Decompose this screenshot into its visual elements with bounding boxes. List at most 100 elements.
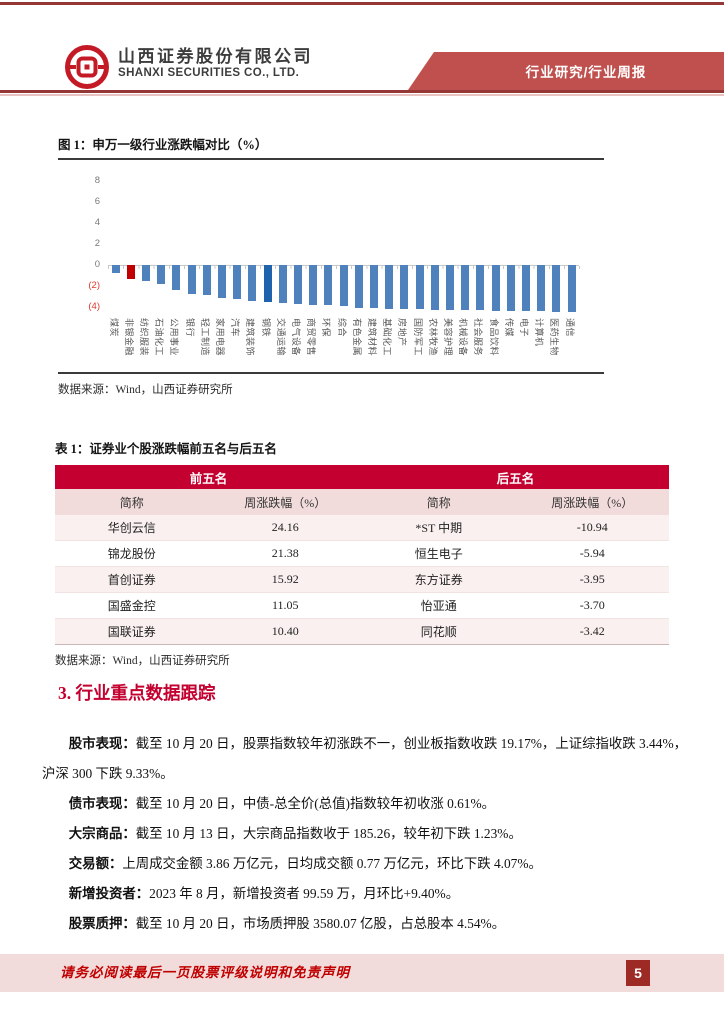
bar-29: [552, 265, 561, 312]
company-name-block: 山西证券股份有限公司 SHANXI SECURITIES CO., LTD.: [118, 47, 313, 80]
y-axis-tick-label: 2: [94, 238, 100, 249]
cell-name: *ST 中期: [362, 515, 516, 541]
x-label-11: 交通运输: [275, 318, 286, 357]
table-row: 首创证券 15.92 东方证券 -3.95: [55, 566, 669, 593]
col-header-name-right: 简称: [362, 489, 516, 515]
bar-19: [400, 265, 409, 310]
cell-name: 同花顺: [362, 618, 516, 645]
bar-4: [172, 265, 181, 291]
cell-chg: 21.38: [208, 540, 362, 567]
page-number-badge: 5: [626, 960, 650, 986]
x-label-7: 家用电器: [215, 318, 225, 357]
y-axis-tick-label: 0: [94, 259, 100, 270]
x-label-30: 通信: [564, 318, 575, 338]
x-label-2: 纺织服装: [139, 318, 149, 357]
section-3: 3. 行业重点数据跟踪 股市表现：截至 10 月 20 日，股票指数较年初涨跌不…: [42, 680, 687, 939]
footer-disclaimer: 请务必阅读最后一页股票评级说明和免责声明: [60, 965, 350, 980]
bar-3: [157, 265, 166, 284]
table-row: 华创云信 24.16 *ST 中期 -10.94: [55, 515, 669, 541]
bar-22: [446, 265, 454, 310]
cell-name: 锦龙股份: [55, 540, 209, 567]
bar-24: [476, 265, 485, 311]
report-type-label: 行业研究/行业周报: [525, 65, 647, 80]
x-label-27: 电子: [519, 318, 529, 338]
bar-0: [111, 265, 120, 274]
bar-23: [461, 265, 470, 311]
x-label-4: 公用事业: [169, 318, 180, 357]
table-1: 表 1：证券业个股涨跌幅前五名与后五名 前五名 后五名 简称 周涨跌幅（%） 简…: [55, 438, 669, 668]
bar-12: [294, 265, 302, 305]
col-header-chg-right: 周涨跌幅（%）: [515, 489, 669, 515]
figure-title: 图 1：申万一级行业涨跌幅对比（%）: [58, 138, 268, 152]
x-label-1: 非银金融: [123, 318, 134, 357]
x-label-9: 建筑装饰: [245, 318, 256, 357]
paragraph-text: 截至 10 月 20 日，市场质押股 3580.07 亿股，占总股本 4.54%…: [135, 916, 506, 931]
bar-2: [142, 265, 150, 282]
x-label-3: 石油化工: [154, 318, 165, 357]
cell-chg: -3.70: [515, 592, 669, 619]
bar-11: [278, 265, 287, 304]
x-label-13: 商贸零售: [306, 318, 317, 357]
bar-16: [354, 265, 363, 308]
x-label-18: 基础化工: [382, 318, 393, 357]
y-axis-tick-label: (2): [88, 280, 100, 291]
bar-18: [385, 265, 394, 309]
table-group-header-row: 前五名 后五名: [55, 465, 669, 489]
bar-21: [430, 265, 439, 310]
cell-chg: 24.16: [208, 515, 362, 541]
paragraph-text: 截至 10 月 20 日，中债-总全价(总值)指数较年初收涨 0.61%。: [135, 796, 496, 811]
top-bottom-five-table: 前五名 后五名 简称 周涨跌幅（%） 简称 周涨跌幅（%） 华创云信 24.16…: [55, 465, 669, 645]
table-source: 数据来源：Wind，山西证券研究所: [55, 655, 230, 667]
bar-20: [415, 265, 424, 310]
group-header-bottom5: 后五名: [362, 465, 669, 489]
group-header-top5: 前五名: [55, 465, 362, 489]
paragraph-label: 新增投资者：: [68, 886, 150, 901]
y-axis-tick-label: (4): [88, 301, 100, 312]
section-heading: 3. 行业重点数据跟踪: [58, 683, 216, 703]
x-label-0: 煤炭: [108, 318, 119, 338]
x-label-14: 环保: [321, 318, 332, 338]
paragraph-label: 股市表现：: [68, 736, 136, 751]
x-label-17: 建筑材料: [367, 318, 377, 357]
figure-1: 图 1：申万一级行业涨跌幅对比（%） 8 6 4 2 0 (2) (4) 煤炭 非银金融 纺织服装…: [58, 134, 604, 397]
company-name-cn: 山西证券股份有限公司: [118, 47, 313, 66]
table-row: 国盛金控 11.05 怡亚通 -3.70: [55, 592, 669, 619]
cell-chg: 15.92: [208, 566, 362, 593]
paragraph-label: 股票质押：: [68, 916, 136, 931]
cell-name: 国联证券: [55, 618, 209, 645]
cell-chg: -3.95: [515, 566, 669, 593]
paragraph-stock-pledge: 股票质押：截至 10 月 20 日，市场质押股 3580.07 亿股，占总股本 …: [42, 909, 687, 939]
bar-1: [126, 265, 135, 279]
x-label-12: 电气设备: [291, 318, 301, 357]
y-axis-tick-label: 6: [94, 196, 100, 207]
table-title: 表 1：证券业个股涨跌幅前五名与后五名: [55, 442, 277, 456]
report-type-banner: 行业研究/行业周报: [408, 52, 724, 90]
bar-9: [248, 265, 257, 301]
cell-chg: -5.94: [515, 540, 669, 567]
bar-13: [309, 265, 318, 305]
x-label-5: 银行: [184, 318, 195, 338]
bar-14: [324, 265, 333, 306]
paragraph-label: 大宗商品：: [68, 826, 136, 841]
x-label-25: 食品饮料: [488, 318, 499, 357]
cell-name: 东方证券: [362, 566, 516, 593]
paragraph-label: 债市表现：: [68, 796, 136, 811]
footer-band: [0, 954, 724, 992]
paragraph-commodities: 大宗商品：截至 10 月 13 日，大宗商品指数收于 185.26，较年初下跌 …: [42, 819, 687, 849]
cell-name: 恒生电子: [362, 540, 516, 567]
cell-name: 怡亚通: [362, 592, 516, 619]
x-label-23: 机械设备: [458, 318, 469, 357]
table-row: 锦龙股份 21.38 恒生电子 -5.94: [55, 540, 669, 567]
table-row: 国联证券 10.40 同花顺 -3.42: [55, 618, 669, 645]
cell-name: 国盛金控: [55, 592, 209, 619]
bar-15: [339, 265, 348, 307]
x-label-15: 综合: [336, 318, 347, 338]
paragraph-text: 2023 年 8 月，新增投资者 99.59 万，月环比+9.40%。: [149, 886, 460, 901]
cell-chg: 10.40: [208, 618, 362, 645]
figure-source: 数据来源：Wind，山西证券研究所: [58, 384, 233, 396]
bar-10: [263, 265, 272, 302]
paragraph-text: 截至 10 月 20 日，股票指数较年初涨跌不一，创业板指数收跌 19.17%，…: [42, 736, 687, 781]
paragraph-turnover: 交易额：上周成交金额 3.86 万亿元，日均成交额 0.77 万亿元，环比下跌 …: [42, 849, 687, 879]
paragraph-label: 交易额：: [68, 856, 123, 871]
